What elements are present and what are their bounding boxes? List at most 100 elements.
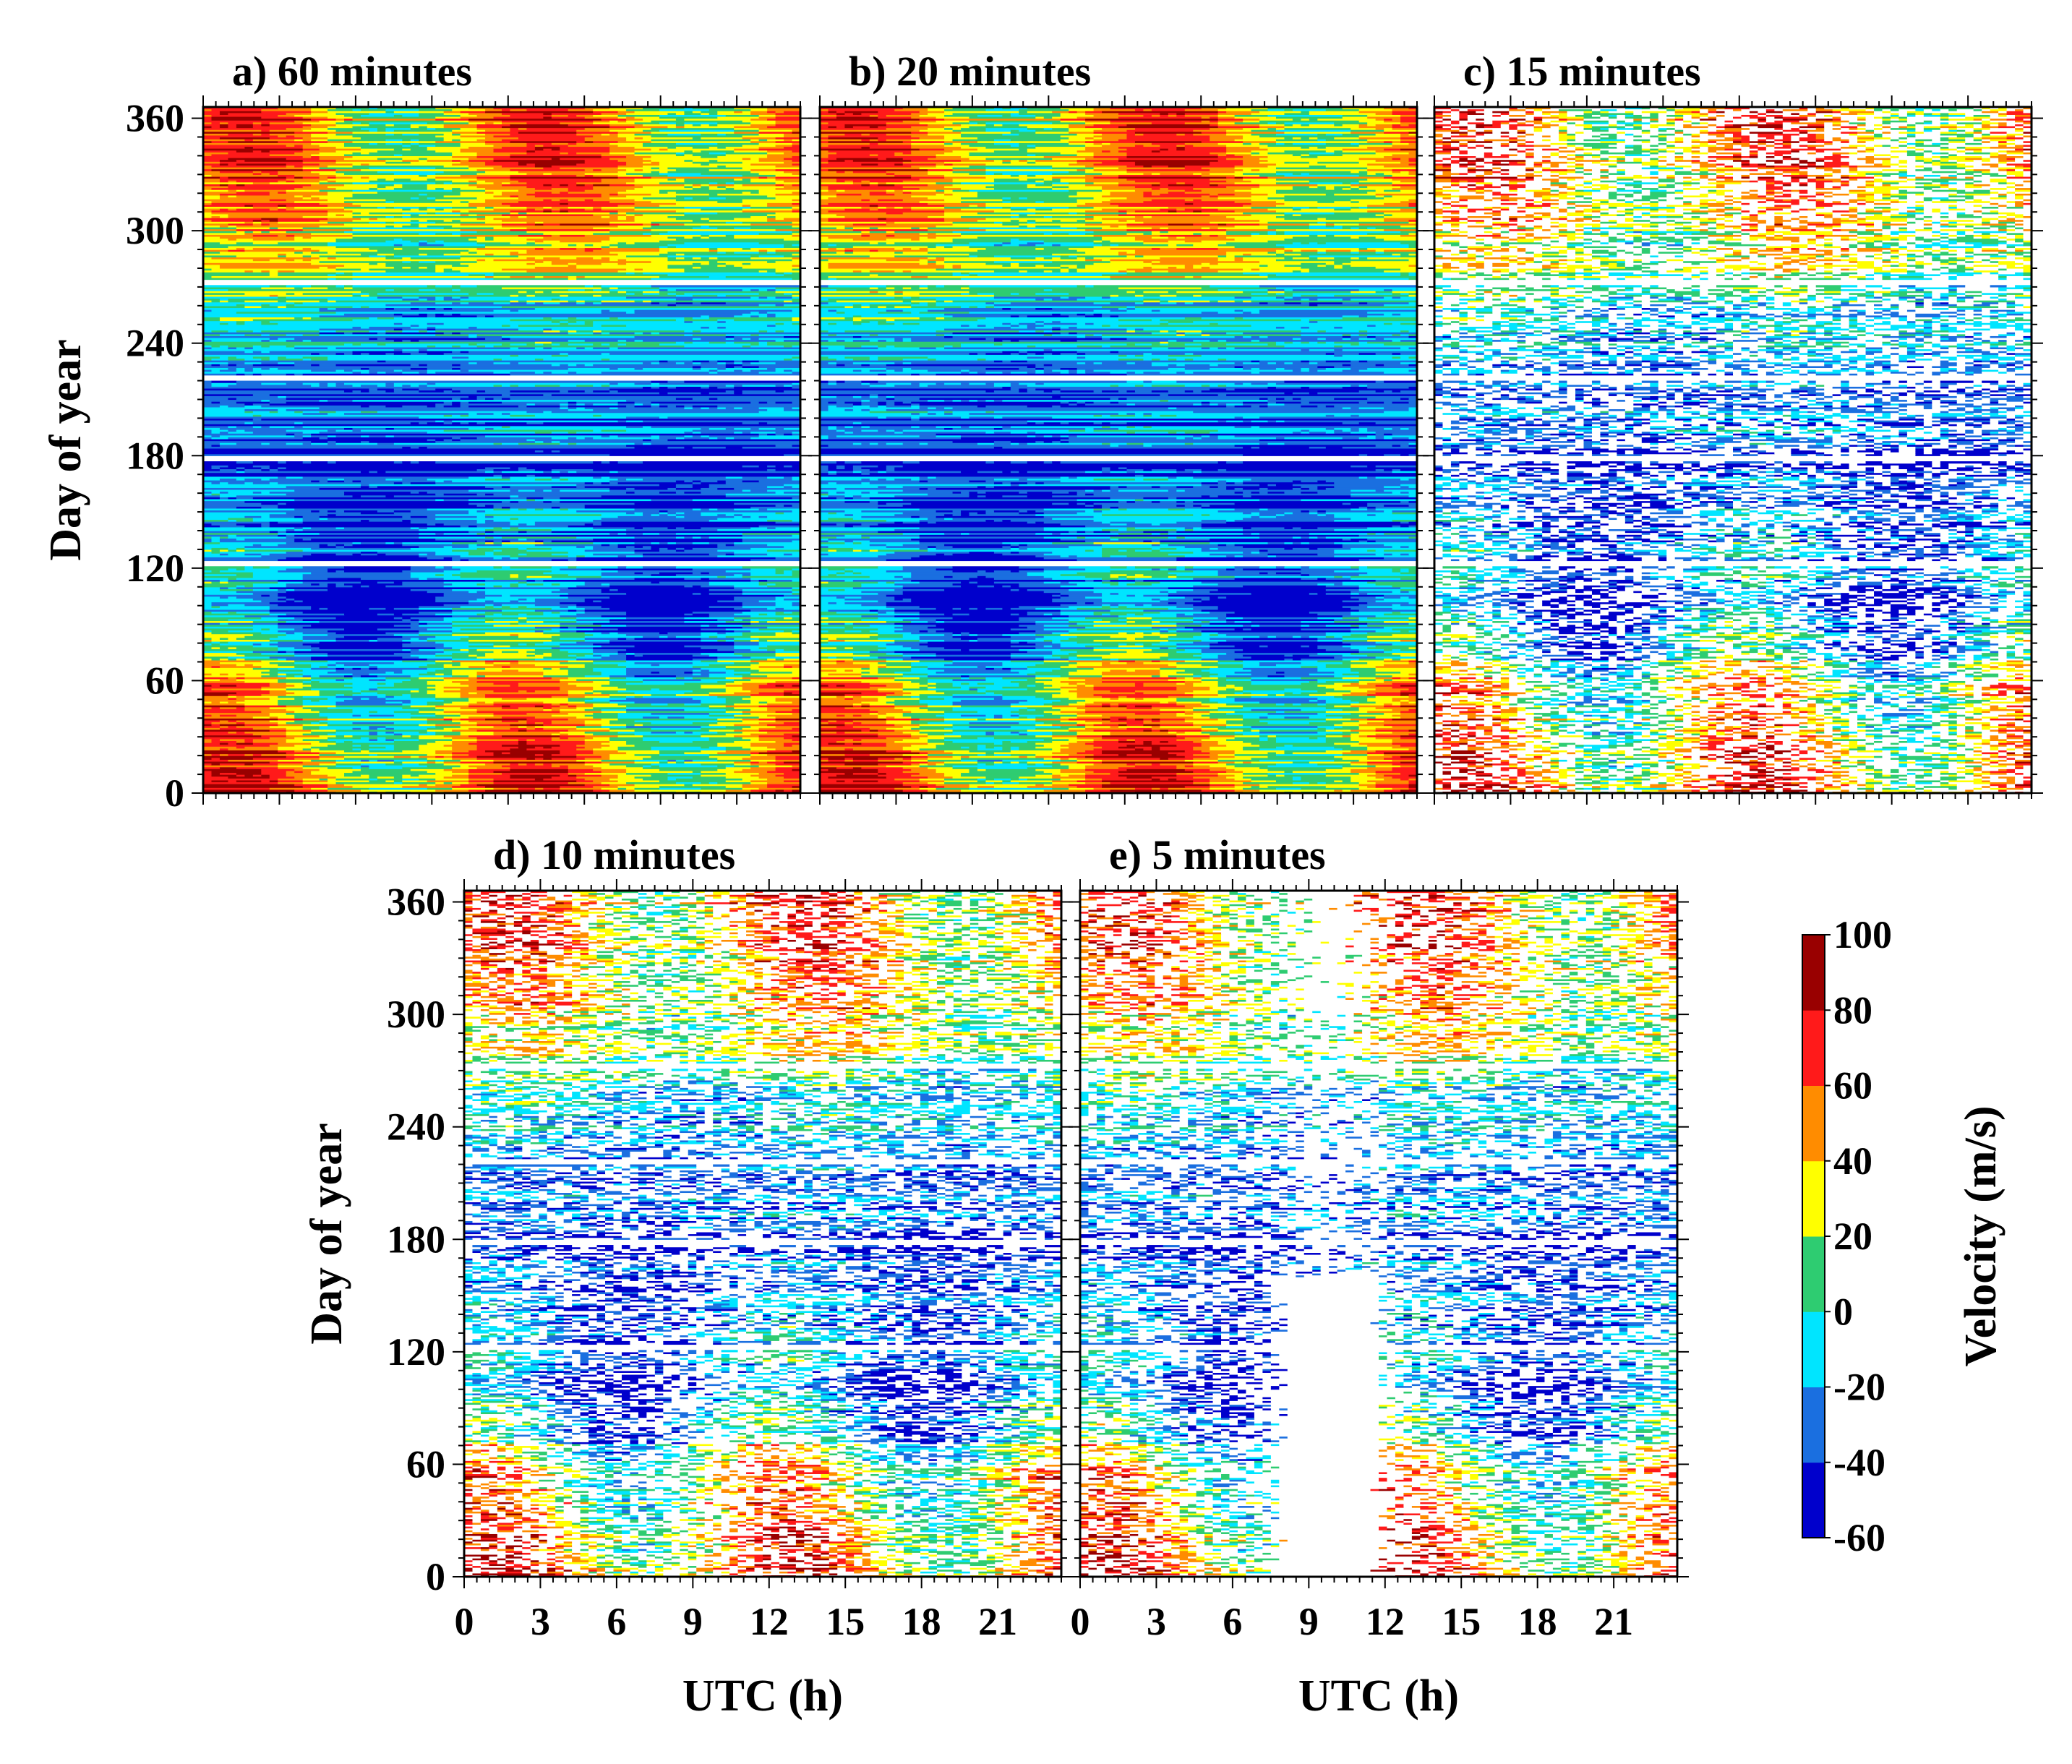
heatmap-cell [742,575,800,578]
heatmap-cell [452,774,469,777]
heatmap-cell [236,549,245,552]
heatmap-cell [725,275,800,278]
heatmap-cell [435,782,445,784]
heatmap-cell [659,510,669,513]
heatmap-cell [328,440,337,443]
heatmap-cell [667,446,685,449]
heatmap-cell [560,223,610,226]
heatmap-cell [551,500,560,503]
heatmap-cell [708,508,718,511]
heatmap-cell [651,425,800,428]
heatmap-cell [526,508,536,511]
heatmap-cell [502,557,511,560]
heatmap-cell [410,510,469,513]
heatmap-cell [360,253,378,256]
heatmap-cell [328,434,337,437]
heatmap-cell [626,772,669,775]
heatmap-cell [534,604,577,607]
heatmap-cell [302,476,469,479]
heatmap-cell [203,412,304,415]
heatmap-cell [410,266,419,269]
heatmap-cell [335,330,370,333]
heatmap-cell [634,335,727,338]
heatmap-cell [560,471,569,474]
heatmap-cell [526,748,577,750]
heatmap-cell [551,566,569,569]
heatmap-cell [369,247,395,250]
heatmap-cell [352,748,361,750]
heatmap-cell [734,598,776,601]
heatmap-cell [485,604,495,607]
heatmap-cell [410,650,445,654]
heatmap-cell [626,648,718,651]
heatmap-cell [518,547,528,550]
heatmap-cell [419,755,436,758]
heatmap-cell [493,358,502,361]
heatmap-cell [784,648,800,651]
heatmap-cell [725,479,743,483]
heatmap-cell [435,566,445,569]
heatmap-cell [476,654,486,657]
heatmap-cell [369,750,403,753]
heatmap-cell [203,424,800,427]
heatmap-cell [402,706,436,709]
heatmap-cell [742,611,776,614]
heatmap-cell [377,292,469,295]
heatmap-cell [203,678,221,682]
heatmap-cell [643,737,710,740]
heatmap-cell [452,632,486,635]
heatmap-cell [228,249,245,252]
heatmap-cell [750,204,768,207]
heatmap-cell [651,755,710,758]
heatmap-cell [402,369,428,372]
heatmap-cell [344,755,395,758]
heatmap-cell [319,437,328,440]
heatmap-cell [278,300,287,303]
heatmap-cell [551,393,800,396]
heatmap-cell [435,197,478,200]
heatmap-cell [419,532,436,535]
heatmap-cell [328,737,361,740]
heatmap-cell [236,695,245,698]
heatmap-cell [534,652,544,655]
heatmap-cell [708,605,743,608]
heatmap-cell [203,628,254,631]
heatmap-cell [244,429,287,432]
heatmap-cell [493,253,511,256]
heatmap-cell [352,677,386,680]
heatmap-cell [576,617,627,620]
heatmap-cell [584,583,602,586]
heatmap-cell [203,277,328,281]
heatmap-cell [534,654,552,657]
heatmap-cell [419,339,569,342]
heatmap-cell [211,275,486,278]
heatmap-cell [659,343,751,346]
heatmap-cell [203,583,254,586]
heatmap-cell [684,536,693,539]
heatmap-cell [560,594,784,597]
heatmap-cell [410,519,478,522]
heatmap-cell [518,468,536,471]
heatmap-cell [560,489,610,492]
heatmap-cell [750,759,776,762]
heatmap-cell [302,254,312,258]
heatmap-cell [286,339,304,342]
heatmap-cell [667,405,677,408]
heatmap-cell [319,314,403,317]
heatmap-cell [385,307,395,310]
heatmap-cell [377,360,386,363]
heatmap-cell [692,592,701,595]
heatmap-cell [369,254,386,258]
heatmap-cell [269,613,287,616]
heatmap-cell [352,352,361,355]
heatmap-cell [252,223,262,226]
heatmap-cell [302,599,436,603]
heatmap-cell [203,784,295,787]
heatmap-cell [626,296,751,299]
heatmap-cell [203,729,270,732]
heatmap-cell [203,296,278,299]
heatmap-cell [402,351,419,354]
heatmap-cell [427,367,453,370]
heatmap-cell [634,442,643,445]
heatmap-cell [319,225,386,228]
